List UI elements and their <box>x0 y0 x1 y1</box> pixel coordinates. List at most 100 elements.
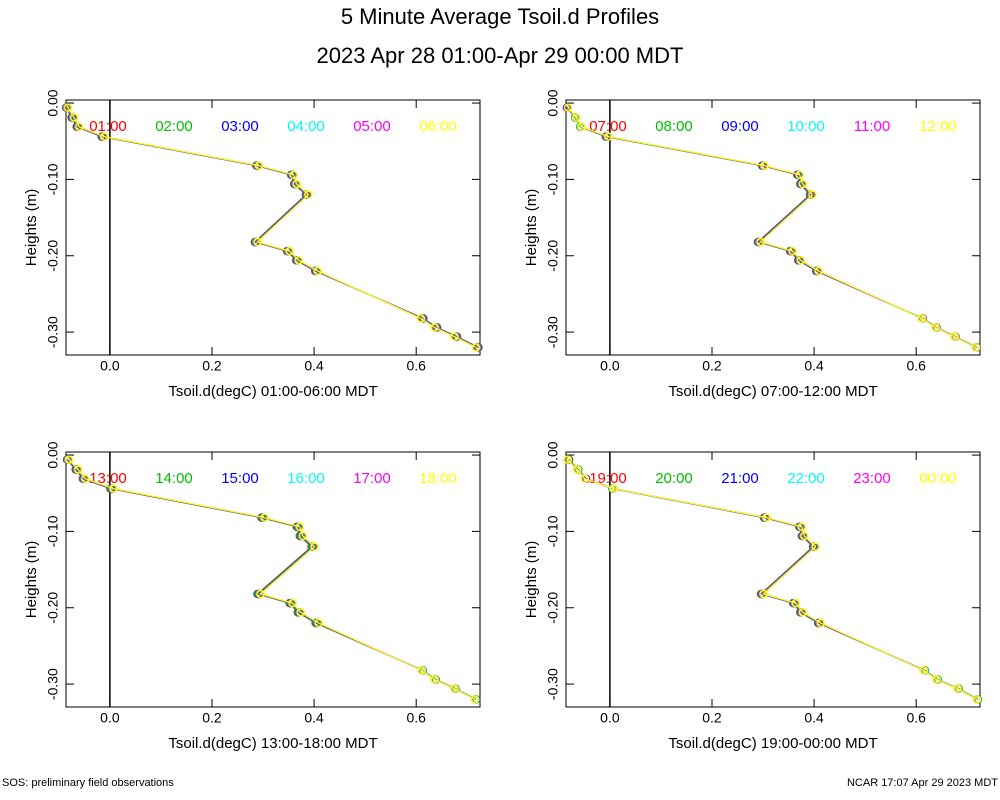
data-point <box>253 237 262 247</box>
series-line <box>566 107 978 348</box>
data-point <box>931 323 940 332</box>
data-point <box>100 132 109 141</box>
data-point <box>256 589 265 599</box>
legend-entry: 05:00 <box>353 118 391 135</box>
y-tick-label: -0.10 <box>545 163 561 195</box>
data-point <box>571 113 581 122</box>
data-point <box>762 513 771 522</box>
data-point <box>811 542 820 551</box>
series-line <box>568 459 979 700</box>
series-line <box>567 107 977 348</box>
y-axis-label: Heights (m) <box>23 189 40 267</box>
y-tick-label: 0.00 <box>545 441 561 468</box>
legend-entry: 04:00 <box>287 118 325 135</box>
y-tick-label: -0.30 <box>545 316 561 348</box>
data-point <box>760 161 769 170</box>
data-point <box>798 179 808 189</box>
x-tick-label: 0.4 <box>804 710 824 726</box>
legend-entry: 19:00 <box>589 470 627 487</box>
x-axis-label: Tsoil.d(degC) 01:00-06:00 MDT <box>168 383 377 400</box>
plot-frame <box>565 451 981 708</box>
data-point <box>932 675 941 684</box>
series-line <box>567 459 978 700</box>
x-tick-label: 0.6 <box>406 710 426 726</box>
data-point <box>604 132 613 141</box>
legend-entry: 23:00 <box>853 470 891 487</box>
series-line <box>567 459 978 700</box>
x-tick-label: 0.4 <box>304 710 324 726</box>
data-point <box>75 122 84 131</box>
data-point <box>798 608 808 617</box>
legend-entry: 17:00 <box>353 470 391 487</box>
legend-entry: 06:00 <box>419 118 457 135</box>
series-line <box>67 459 476 700</box>
data-point <box>417 666 427 675</box>
footer-left: SOS: preliminary field observations <box>2 777 174 789</box>
y-tick-label: -0.30 <box>545 668 561 700</box>
data-point <box>450 332 459 341</box>
chart-title: 5 Minute Average Tsoil.d Profiles <box>341 4 659 29</box>
x-axis-label: Tsoil.d(degC) 13:00-18:00 MDT <box>168 735 377 752</box>
series-line <box>568 459 979 700</box>
y-tick-label: -0.20 <box>545 240 561 272</box>
series-line <box>67 107 477 348</box>
x-tick-label: 0.0 <box>600 358 620 374</box>
chart-subtitle: 2023 Apr 28 01:00-Apr 29 00:00 MDT <box>317 43 684 68</box>
data-point <box>254 161 264 170</box>
legend-entry: 03:00 <box>221 118 259 135</box>
legend-entry: 07:00 <box>589 118 627 135</box>
y-axis-label: Heights (m) <box>523 189 540 267</box>
legend-entry: 14:00 <box>155 470 193 487</box>
y-axis-label: Heights (m) <box>23 541 40 619</box>
legend-entry: 16:00 <box>287 470 325 487</box>
x-axis-label: Tsoil.d(degC) 19:00-00:00 MDT <box>668 735 877 752</box>
legend-entry: 00:00 <box>919 470 957 487</box>
data-point <box>310 542 319 551</box>
legend-entry: 21:00 <box>721 470 759 487</box>
x-tick-label: 0.2 <box>202 710 222 726</box>
data-point <box>471 343 481 352</box>
series-line <box>68 459 476 700</box>
y-tick-label: -0.10 <box>45 163 61 195</box>
data-point <box>563 455 572 464</box>
data-point <box>288 598 297 608</box>
data-point <box>917 314 927 323</box>
data-point <box>81 474 90 483</box>
legend-entry: 22:00 <box>787 470 825 487</box>
data-point <box>814 266 823 276</box>
legend-entry: 10:00 <box>787 118 825 135</box>
data-point <box>292 179 301 189</box>
legend-entry: 15:00 <box>221 470 259 487</box>
series-line <box>67 459 477 700</box>
data-point <box>800 531 809 541</box>
data-point <box>470 695 480 704</box>
legend-entry: 20:00 <box>655 470 693 487</box>
plot-frame <box>65 451 481 708</box>
y-tick-label: -0.20 <box>45 240 61 272</box>
data-point <box>756 237 765 247</box>
series-line <box>567 107 977 348</box>
data-point <box>294 256 304 265</box>
data-point <box>580 474 590 483</box>
data-point <box>430 323 439 332</box>
x-tick-label: 0.0 <box>600 710 620 726</box>
series-line <box>567 459 978 700</box>
data-point <box>289 170 298 180</box>
legend-entry: 01:00 <box>89 118 127 135</box>
data-point <box>304 190 313 199</box>
y-tick-label: -0.10 <box>545 515 561 547</box>
legend-entry: 11:00 <box>854 118 890 135</box>
data-point <box>919 666 929 675</box>
data-point <box>298 531 308 541</box>
data-point <box>63 103 73 112</box>
y-axis-label: Heights (m) <box>523 541 540 619</box>
series-line <box>566 107 977 348</box>
footer-right: NCAR 17:07 Apr 29 2023 MDT <box>847 777 998 789</box>
plot-frame <box>565 99 981 356</box>
x-tick-label: 0.0 <box>100 710 120 726</box>
series-line <box>566 107 977 348</box>
data-point <box>797 522 807 532</box>
data-point <box>563 103 573 112</box>
series-line <box>67 459 476 700</box>
